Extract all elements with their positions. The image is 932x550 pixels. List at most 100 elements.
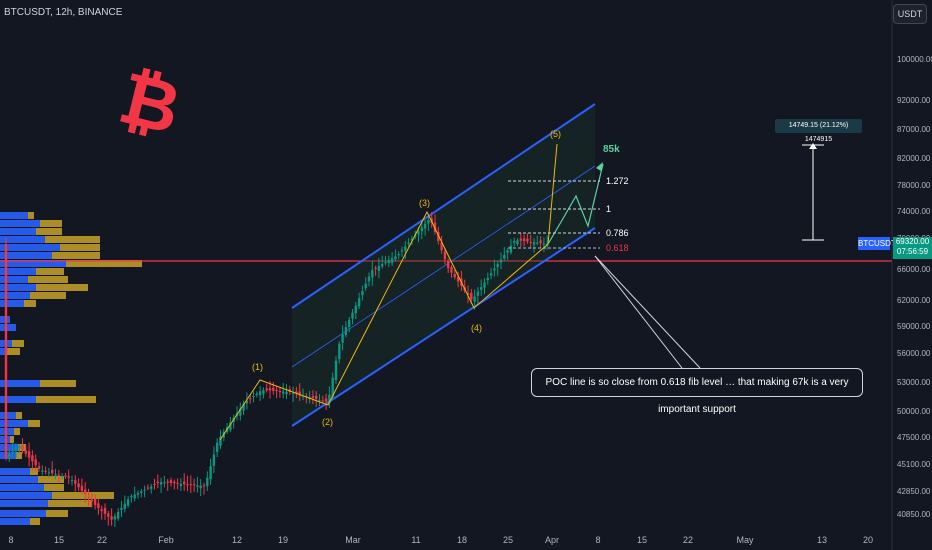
volume-profile-bar [0, 420, 28, 427]
volume-profile-bar [0, 412, 16, 419]
candle-body [11, 450, 14, 452]
candle-body [97, 503, 100, 508]
volume-profile-bar [16, 412, 22, 419]
candle-body [341, 334, 344, 343]
wave-label-5: (5) [550, 129, 561, 139]
candle-body [404, 246, 407, 251]
candle-body [146, 487, 150, 489]
price-axis[interactable]: 100000.00 92000.00 87000.00 82000.00 78000.0… [897, 55, 932, 519]
volume-profile-bar [36, 268, 64, 275]
projection-arrowhead [596, 162, 603, 171]
volume-profile-bar [0, 228, 36, 235]
channel-upper-line[interactable] [291, 103, 596, 309]
candle-body [423, 223, 427, 229]
price-axis-tick: 40850.00 [897, 510, 931, 519]
time-axis[interactable]: 8 15 22 Feb 12 19 Mar 11 18 25 Apr 8 15 22 May 13 20 [8, 535, 873, 545]
volume-profile-bar [44, 484, 64, 491]
fib-1272-label: 1.272 [606, 176, 629, 186]
time-axis-tick: 15 [54, 535, 64, 545]
candle-body [470, 293, 473, 300]
volume-profile-bar [6, 348, 20, 355]
price-axis-tick: 78000.00 [897, 181, 931, 190]
candle-body [272, 387, 275, 391]
price-axis-tick: 62000.00 [897, 296, 931, 305]
candle-body [47, 472, 51, 474]
candle-body [150, 486, 153, 489]
volume-profile-bar [0, 380, 40, 387]
candle-body [476, 291, 480, 296]
candle-body [54, 474, 57, 476]
bitcoin-logo-icon: ₿ [111, 55, 188, 151]
time-axis-tick: May [736, 535, 754, 545]
candle-body [305, 395, 308, 397]
candle-body [397, 254, 400, 256]
volume-profile-bar [0, 244, 60, 251]
annotation-callout[interactable]: POC line is so close from 0.618 fib leve… [531, 368, 863, 415]
candle-body [186, 484, 189, 486]
volume-profile-bar [0, 452, 16, 459]
candle-body [278, 390, 282, 392]
volume-profile-bar [36, 396, 96, 403]
volume-profile-bar [30, 468, 38, 475]
candle-body [103, 507, 107, 514]
fib-0618-label: 0.618 [606, 243, 629, 253]
volume-profile-bar [24, 300, 36, 307]
time-axis-tick: 8 [8, 535, 13, 545]
time-axis-tick: 19 [278, 535, 288, 545]
candle-body [539, 240, 542, 244]
time-axis-tick: 12 [232, 535, 242, 545]
candle-body [77, 483, 80, 488]
projection-path [547, 163, 604, 245]
volume-profile-bar [28, 212, 34, 219]
channel-fill [292, 104, 595, 426]
countdown-value: 07:56:59 [896, 247, 929, 256]
volume-profile-bar [0, 444, 18, 451]
candle-body [377, 266, 381, 271]
candle-body [480, 287, 483, 290]
candle-body [202, 485, 206, 487]
candle-body [183, 481, 186, 485]
candle-body [387, 260, 390, 263]
candle-body [315, 395, 318, 399]
channel-lower-line[interactable] [291, 227, 596, 427]
volume-profile-bar [40, 380, 76, 387]
candle-body [381, 264, 384, 267]
candle-body [334, 360, 338, 381]
candle-body [331, 377, 334, 397]
volume-profile-bar [0, 476, 38, 483]
callout-pointer-b [594, 255, 701, 369]
candle-body [176, 482, 179, 484]
candle-body [212, 454, 216, 466]
candle-body [433, 222, 437, 232]
volume-profile-bar [40, 220, 62, 227]
volume-profile-bar [38, 476, 64, 483]
volume-profile-bar [0, 518, 30, 525]
candle-body [513, 241, 516, 243]
candle-body [351, 312, 354, 319]
candle-body [84, 489, 87, 495]
volume-profile-bar [0, 510, 46, 517]
candle-body [110, 516, 113, 520]
time-axis-tick: 18 [457, 535, 467, 545]
volume-profile-bar [45, 236, 100, 243]
candle-body [268, 388, 272, 391]
currency-button[interactable]: USDT [893, 4, 927, 24]
candle-body [473, 296, 476, 302]
fib-levels [508, 180, 600, 249]
volume-profile-bar [48, 500, 92, 507]
candle-body [526, 238, 529, 242]
volume-profile-bar [0, 500, 48, 507]
price-axis-tick: 82000.00 [897, 154, 931, 163]
candle-body [41, 470, 44, 472]
candle-body [159, 482, 163, 485]
candle-body [357, 298, 361, 307]
symbol-tag: BTCUSDT [858, 237, 896, 250]
candle-body [354, 305, 357, 314]
candle-body [519, 238, 522, 241]
volume-profile-bar [0, 276, 28, 283]
volume-profile-bar [66, 260, 142, 267]
candle-body [252, 396, 255, 397]
candle-body [265, 388, 268, 391]
volume-profile-bar [0, 292, 30, 299]
